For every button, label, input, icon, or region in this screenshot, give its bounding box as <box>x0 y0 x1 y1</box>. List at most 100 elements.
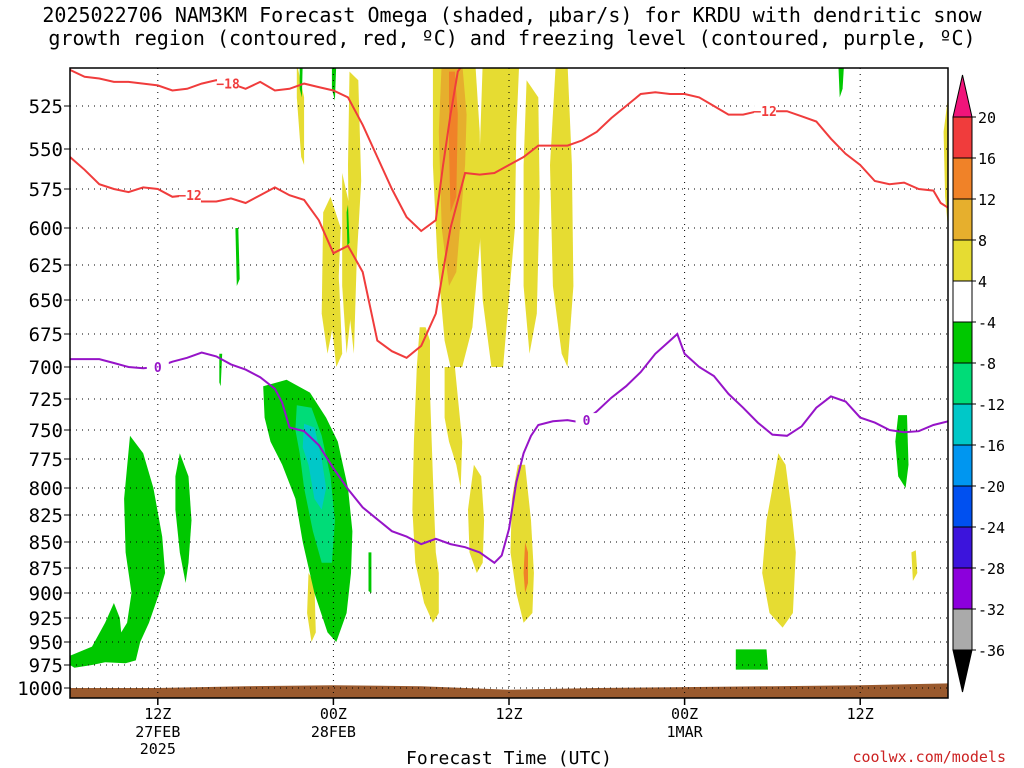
x-tick-sublabel-48: 1MAR <box>667 723 704 741</box>
omega-shade-6 <box>346 204 350 246</box>
y-tick-label-900: 900 <box>29 583 63 605</box>
x-tick-label-60: 12Z <box>847 705 874 723</box>
omega-shade-15 <box>468 464 485 573</box>
y-tick-label-575: 575 <box>29 179 63 201</box>
omega-shade-11 <box>444 367 463 488</box>
ground-surface <box>70 683 948 698</box>
colorbar-label-13: -36 <box>978 642 1005 660</box>
colorbar: 20 16 12 8 4 -4 -8 -12 -16 -20 -24 -28 -32 -36 <box>952 74 1005 693</box>
chart-title: 2025022706 NAM3KM Forecast Omega (shaded… <box>0 4 1024 50</box>
omega-shade-14 <box>550 68 574 367</box>
colorbar-seg-0 <box>952 116 973 159</box>
contour-label--12: −12 <box>178 189 201 204</box>
y-tick-label-525: 525 <box>29 96 63 118</box>
colorbar-label-9: -20 <box>978 478 1005 496</box>
contour-label-bg-4 <box>575 413 598 428</box>
omega-shade-27 <box>299 68 303 98</box>
omega-shade-12 <box>478 68 519 367</box>
colorbar-seg-9 <box>952 485 973 528</box>
colorbar-label-2: 12 <box>978 191 996 209</box>
omega-shade-19 <box>943 97 948 229</box>
omega-shade-5 <box>348 71 362 354</box>
y-tick-label-725: 725 <box>29 389 63 411</box>
y-tick-label-1000: 1000 <box>17 678 63 700</box>
omega-shade-28 <box>895 415 909 488</box>
omega-shade-17 <box>523 542 528 593</box>
contour-label-bg-2 <box>754 104 777 119</box>
colorbar-label-11: -28 <box>978 560 1005 578</box>
y-tick-label-600: 600 <box>29 218 63 240</box>
contour-0 <box>70 332 948 565</box>
colorbar-label-6: -8 <box>978 355 996 373</box>
omega-shade-7 <box>412 327 439 623</box>
ground-fill <box>70 683 948 698</box>
contour-lines <box>70 68 948 565</box>
omega-shade-16 <box>510 464 534 623</box>
colorbar-seg-12 <box>952 608 973 651</box>
x-tick-label-12: 12Z <box>144 705 171 723</box>
omega-shading <box>70 68 948 670</box>
omega-shade-26 <box>219 353 223 387</box>
colorbar-seg-6 <box>952 362 973 405</box>
colorbar-seg-11 <box>952 567 973 610</box>
omega-shade-31 <box>735 649 768 670</box>
contour-label-0: 0 <box>583 414 591 429</box>
omega-shade-33 <box>302 423 327 510</box>
y-tick-label-975: 975 <box>29 655 63 677</box>
omega-shade-0 <box>296 68 305 165</box>
omega-shade-30 <box>368 552 372 593</box>
y-tick-label-925: 925 <box>29 608 63 630</box>
colorbar-seg-8 <box>952 444 973 487</box>
y-tick-label-850: 850 <box>29 532 63 554</box>
grid-lines <box>70 68 948 698</box>
y-tick-label-625: 625 <box>29 255 63 277</box>
y-tick-label-775: 775 <box>29 449 63 471</box>
colorbar-label-0: 20 <box>978 109 996 127</box>
colorbar-label-1: 16 <box>978 150 996 168</box>
x-axis-label: Forecast Time (UTC) <box>406 748 612 768</box>
omega-shade-24 <box>263 379 353 642</box>
contour-label-bg-1 <box>178 188 201 203</box>
colorbar-label-8: -16 <box>978 437 1005 455</box>
colorbar-label-7: -12 <box>978 396 1005 414</box>
contour--12 <box>70 91 948 359</box>
contour-label-0: 0 <box>154 361 162 376</box>
omega-shade-29 <box>838 68 844 98</box>
colorbar-seg-1 <box>952 157 973 200</box>
omega-shade-25 <box>235 228 240 286</box>
y-tick-label-825: 825 <box>29 505 63 527</box>
colorbar-label-5: -4 <box>978 314 996 332</box>
y-tick-label-875: 875 <box>29 558 63 580</box>
colorbar-seg-4 <box>952 280 973 323</box>
y-tick-label-700: 700 <box>29 357 63 379</box>
colorbar-label-3: 8 <box>978 232 987 250</box>
colorbar-label-12: -32 <box>978 601 1005 619</box>
omega-shade-23 <box>175 453 192 583</box>
colorbar-label-10: -24 <box>978 519 1005 537</box>
x-tick-label-48: 00Z <box>671 705 698 723</box>
omega-shade-21 <box>911 550 918 581</box>
colorbar-seg-10 <box>952 526 973 569</box>
y-tick-label-800: 800 <box>29 478 63 500</box>
y-tick-label-550: 550 <box>29 139 63 161</box>
y-axis: 525 550 575 600 625 650 675 700 725 750 775 800 825 8… <box>17 96 70 700</box>
contour-label-bg-3 <box>146 360 169 374</box>
contour-label-bg-0 <box>217 76 240 91</box>
omega-shade-22 <box>70 435 166 668</box>
colorbar-bottom-arrow <box>952 649 973 693</box>
site-credit: coolwx.com/models <box>852 748 1006 766</box>
colorbar-seg-5 <box>952 321 973 364</box>
contour--18 <box>70 68 462 233</box>
colorbar-seg-2 <box>952 198 973 241</box>
colorbar-top-arrow <box>952 74 973 118</box>
x-tick-sublabel2-12: 2025 <box>140 740 176 758</box>
x-tick-label-36: 12Z <box>495 705 522 723</box>
omega-shade-20 <box>307 573 316 642</box>
x-tick-label-24: 00Z <box>320 705 347 723</box>
contour-label--18: −18 <box>216 78 240 93</box>
colorbar-seg-7 <box>952 403 973 446</box>
y-tick-label-650: 650 <box>29 290 63 312</box>
chart-title-line1: 2025022706 NAM3KM Forecast Omega (shaded… <box>42 3 982 27</box>
y-tick-label-675: 675 <box>29 324 63 346</box>
